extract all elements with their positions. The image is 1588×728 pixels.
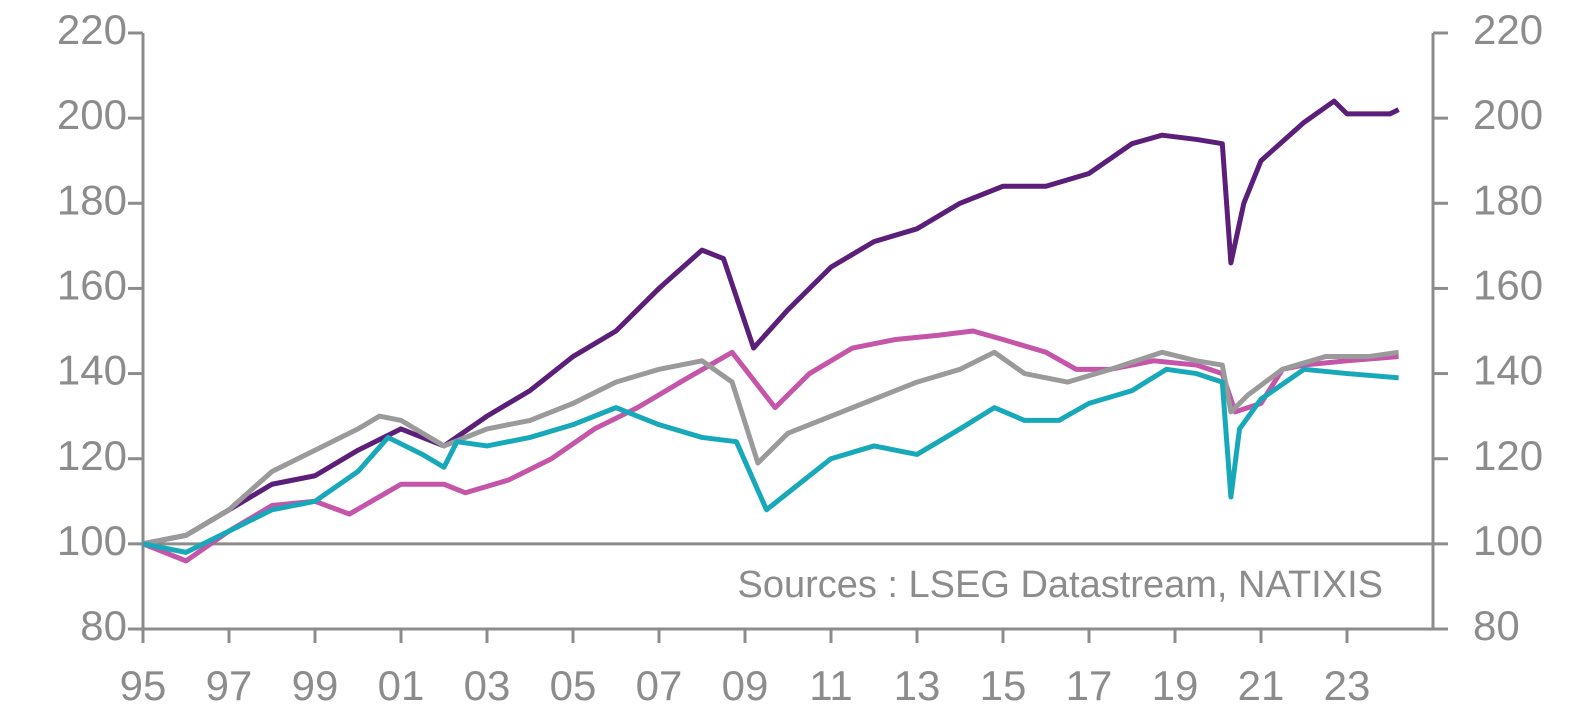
x-tick-label: 15 — [980, 662, 1027, 709]
x-tick-label: 21 — [1238, 662, 1285, 709]
y2-tick-label: 140 — [1473, 347, 1543, 394]
x-tick-label: 95 — [120, 662, 167, 709]
line-series — [142, 366, 1399, 555]
y-tick-label: 220 — [57, 6, 127, 53]
y-tick-label: 100 — [57, 517, 127, 564]
y2-tick-label: 80 — [1473, 602, 1520, 649]
x-tick-label: 13 — [894, 662, 941, 709]
x-tick-label: 17 — [1066, 662, 1113, 709]
x-tick-label: 99 — [292, 662, 339, 709]
line-series — [142, 98, 1400, 547]
x-tick-label: 23 — [1324, 662, 1371, 709]
x-tick-label: 07 — [636, 662, 683, 709]
y2-tick-label: 200 — [1473, 91, 1543, 138]
x-tick-label: 05 — [550, 662, 597, 709]
y-tick-label: 140 — [57, 347, 127, 394]
y2-tick-label: 220 — [1473, 6, 1543, 53]
y-tick-label: 160 — [57, 262, 127, 309]
x-tick-label: 09 — [722, 662, 769, 709]
y-tick-label: 120 — [57, 432, 127, 479]
y2-tick-label: 100 — [1473, 517, 1543, 564]
annotation: Sources : LSEG Datastream, NATIXIS — [737, 564, 1383, 606]
y2-tick-label: 180 — [1473, 176, 1543, 223]
y-tick-label: 200 — [57, 91, 127, 138]
y2-tick-label: 120 — [1473, 432, 1543, 479]
y-tick-label: 180 — [57, 176, 127, 223]
y-tick-label: 80 — [80, 602, 127, 649]
x-tick-label: 19 — [1152, 662, 1199, 709]
x-tick-label: 11 — [809, 662, 853, 709]
y2-tick-label: 160 — [1473, 262, 1543, 309]
x-tick-label: 01 — [378, 662, 425, 709]
x-tick-label: 03 — [464, 662, 511, 709]
line-series — [142, 349, 1399, 547]
x-tick-label: 97 — [206, 662, 253, 709]
